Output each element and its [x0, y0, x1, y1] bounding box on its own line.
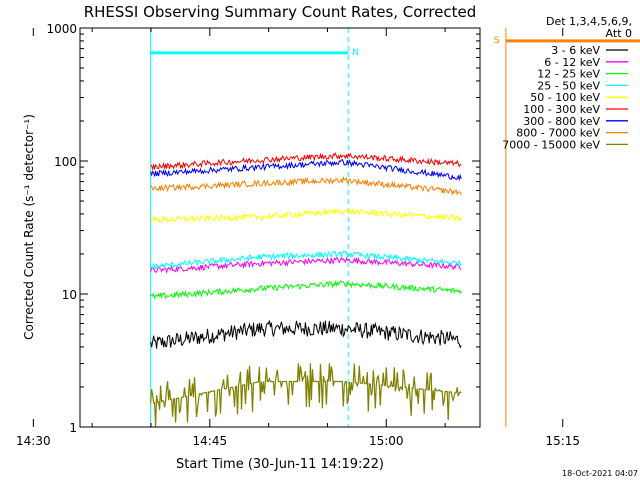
y-tick-label: 10 [62, 288, 77, 302]
y-tick-label: 1 [69, 421, 77, 435]
legend-label: 3 - 6 keV [551, 44, 600, 57]
flag-label: N [352, 48, 359, 58]
plot-frame [79, 27, 481, 428]
footer-timestamp: 18-Oct-2021 04:07 [562, 469, 638, 478]
y-tick-label: 100 [54, 155, 77, 169]
legend-label: 800 - 7000 keV [516, 127, 600, 140]
y-axis-label: Corrected Count Rate (s⁻¹ detector⁻¹) [22, 114, 36, 340]
legend-label: 12 - 25 keV [537, 68, 600, 81]
legend-label: 50 - 100 keV [530, 91, 600, 104]
x-tick-label: 15:00 [369, 434, 404, 448]
y-tick-label: 1000 [46, 22, 77, 36]
series-line [150, 256, 462, 275]
legend-label: 100 - 300 keV [523, 103, 600, 116]
chart-title: RHESSI Observing Summary Count Rates, Co… [84, 3, 477, 21]
series-line [150, 363, 462, 427]
series-line [150, 151, 462, 171]
series-line [150, 207, 462, 224]
x-axis-label: Start Time (30-Jun-11 14:19:22) [176, 457, 384, 472]
legend-label: 7000 - 15000 keV [502, 138, 600, 151]
legend-header-att: Att 0 [606, 27, 632, 40]
x-tick-label: 15:15 [545, 434, 580, 448]
series-line [150, 175, 462, 196]
legend-header: Det 1,3,4,5,6,9, [546, 15, 632, 28]
legend-label: 300 - 800 keV [523, 115, 600, 128]
legend-label: 6 - 12 keV [544, 56, 600, 69]
series-line [150, 250, 462, 270]
x-tick-label: 14:30 [16, 434, 51, 448]
flag-label: S [494, 36, 500, 46]
series-group [150, 151, 462, 427]
flag-bars: NNS [150, 36, 640, 58]
observing-interval-lines [150, 28, 507, 427]
series-line [150, 158, 462, 182]
x-tick-label: 14:45 [193, 434, 228, 448]
legend-label: 25 - 50 keV [537, 79, 600, 92]
series-line [150, 279, 462, 301]
series-line [150, 320, 462, 349]
